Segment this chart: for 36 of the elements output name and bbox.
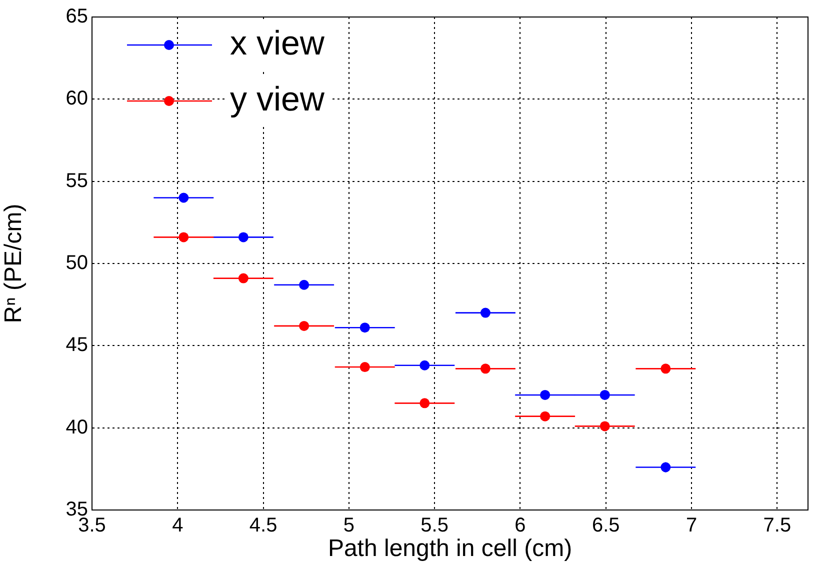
- point: [660, 462, 671, 472]
- x-tick-label: 5: [343, 514, 354, 537]
- x-tick-label: 5.5: [420, 514, 448, 537]
- legend-label: y view: [230, 80, 325, 118]
- y-tick-label: 60: [66, 88, 88, 110]
- point: [238, 273, 248, 284]
- y-tick-label: 50: [66, 252, 88, 274]
- point: [360, 362, 370, 372]
- point: [600, 390, 610, 400]
- point: [299, 280, 310, 290]
- y-tick-label: 40: [66, 416, 88, 438]
- x-tick-label: 4.5: [249, 514, 278, 537]
- x-tick-label: 7: [686, 514, 698, 537]
- y-tick-label: 65: [66, 6, 88, 28]
- point: [360, 322, 370, 333]
- point: [540, 390, 550, 400]
- point: [420, 398, 430, 408]
- point: [600, 421, 610, 432]
- point: [299, 320, 310, 331]
- y-axis-title: Rⁿ (PE/cm): [0, 204, 28, 324]
- x-tick-label: 6: [514, 514, 526, 537]
- point: [540, 411, 550, 422]
- x-axis-title: Path length in cell (cm): [328, 535, 572, 562]
- point: [178, 192, 189, 203]
- x-tick-label: 6.5: [592, 514, 620, 537]
- point: [420, 360, 430, 370]
- y-tick-label: 45: [66, 334, 88, 356]
- point: [660, 364, 671, 374]
- legend-label: x view: [230, 24, 325, 62]
- x-tick-label: 4: [172, 514, 184, 537]
- point: [480, 364, 490, 374]
- y-tick-label: 55: [66, 170, 88, 192]
- point: [238, 232, 248, 242]
- x-tick-label: 7.5: [763, 514, 792, 537]
- point: [480, 308, 490, 318]
- point: [178, 232, 189, 242]
